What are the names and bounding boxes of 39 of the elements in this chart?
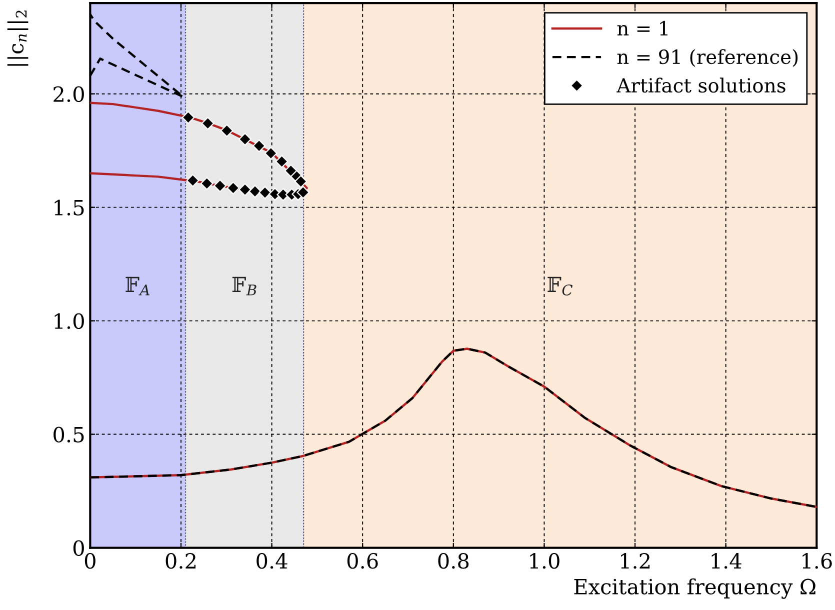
point bbox=[238, 132, 252, 146]
x-tick-label: 0.4 bbox=[256, 553, 288, 569]
point bbox=[186, 174, 200, 187]
x-axis-title: Excitation frequency Ω bbox=[574, 578, 816, 599]
point bbox=[294, 175, 308, 188]
point bbox=[201, 116, 214, 130]
legend-label: Artifact solutions bbox=[616, 78, 786, 93]
y-tick-label: 0.5 bbox=[54, 426, 84, 443]
point bbox=[258, 186, 272, 200]
point bbox=[238, 183, 252, 196]
x-tick-label: 0.6 bbox=[347, 553, 378, 569]
band-label: 𝔽$_{A}$ bbox=[126, 276, 150, 296]
point bbox=[264, 146, 278, 160]
band-label: 𝔽$_{B}$ bbox=[232, 276, 256, 296]
y-tick-label: 1.5 bbox=[54, 200, 84, 216]
legend-label: n = 91 (reference) bbox=[617, 49, 798, 67]
y-axis-title: ||c$_{n}$||$_{2}$ bbox=[7, 10, 28, 66]
x-tick-label: 1.4 bbox=[712, 553, 742, 569]
point bbox=[182, 110, 195, 124]
point bbox=[226, 182, 240, 194]
y-tick-label: 0 bbox=[73, 540, 84, 556]
x-tick-label: 0.8 bbox=[438, 553, 469, 569]
y-tick-label: 2.0 bbox=[54, 86, 84, 102]
x-tick-label: 0 bbox=[84, 553, 96, 569]
x-tick-label: 1.6 bbox=[802, 553, 832, 569]
band-label: 𝔽$_{C}$ bbox=[548, 276, 573, 296]
point bbox=[248, 184, 262, 198]
point bbox=[284, 164, 298, 178]
point bbox=[220, 124, 234, 138]
x-tick-label: 1.0 bbox=[530, 553, 560, 569]
x-tick-label: 0.2 bbox=[166, 553, 196, 569]
legend-label: n = 1 bbox=[617, 20, 668, 36]
point bbox=[296, 186, 310, 199]
y-tick-label: 1.0 bbox=[54, 313, 84, 330]
x-tick-label: 1.2 bbox=[620, 553, 650, 569]
point bbox=[200, 177, 214, 190]
point bbox=[252, 139, 266, 152]
point bbox=[214, 179, 226, 192]
point bbox=[275, 155, 288, 168]
